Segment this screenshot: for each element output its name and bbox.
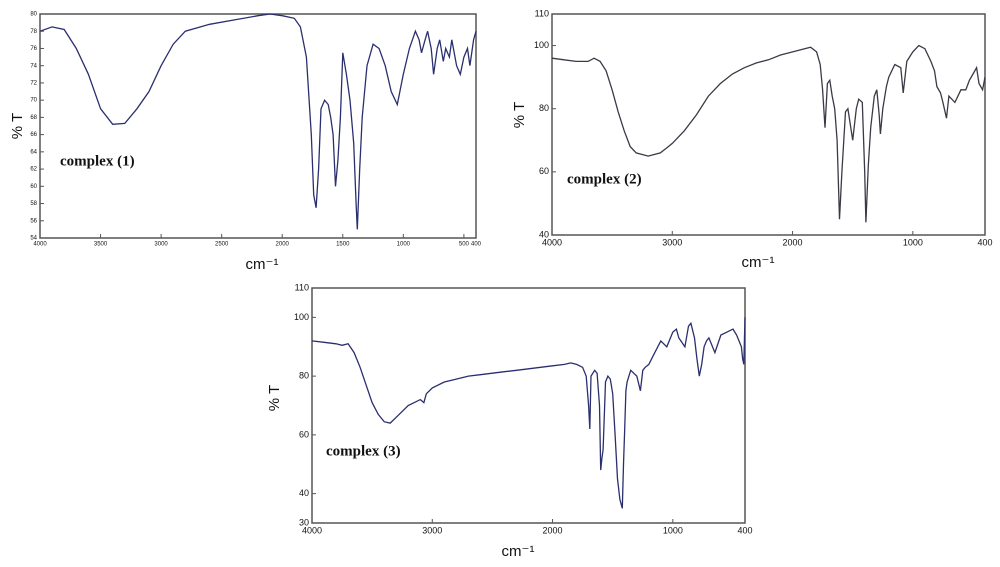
annotation: complex (3)	[326, 443, 401, 459]
x-tick-label: 400	[977, 237, 992, 247]
y-tick-label: 62	[30, 167, 37, 173]
x-tick-label: 400	[737, 525, 752, 535]
x-tick-label: 1000	[663, 525, 683, 535]
x-axis-label: cm⁻¹	[742, 254, 775, 271]
y-tick-label: 80	[299, 371, 309, 381]
plot-frame	[311, 287, 746, 524]
spectrum-line	[39, 13, 477, 230]
x-axis-label: cm⁻¹	[246, 256, 279, 273]
y-tick-label: 58	[30, 201, 37, 207]
annotation: complex (2)	[567, 171, 642, 187]
x-tick-label: 2000	[276, 242, 290, 248]
x-tick-label: 4000	[302, 525, 322, 535]
plot-frame	[551, 13, 986, 236]
x-tick-label: 3000	[154, 242, 168, 248]
x-tick-label: 4000	[542, 237, 562, 247]
y-tick-label: 64	[30, 149, 37, 155]
y-axis-label: % T	[266, 385, 283, 411]
spectrum-line	[551, 44, 986, 223]
x-tick-label: 3000	[422, 525, 442, 535]
y-tick-label: 56	[30, 218, 37, 224]
y-tick-label: 70	[30, 98, 37, 104]
y-tick-label: 30	[299, 517, 309, 527]
y-tick-label: 100	[534, 40, 549, 50]
x-tick-label: 2500	[215, 242, 229, 248]
annotation: complex (1)	[60, 153, 135, 169]
y-tick-label: 40	[539, 229, 549, 239]
x-tick-label: 400	[471, 242, 482, 248]
x-tick-label: 1000	[903, 237, 923, 247]
y-tick-label: 66	[30, 132, 37, 138]
y-tick-label: 80	[30, 12, 37, 18]
y-tick-label: 80	[539, 103, 549, 113]
x-tick-label: 3000	[662, 237, 682, 247]
y-axis-label: % T	[511, 102, 528, 128]
plot-frame	[39, 13, 477, 239]
y-tick-label: 60	[30, 184, 37, 190]
y-axis-label: % T	[9, 113, 26, 139]
x-axis-label: cm⁻¹	[502, 543, 535, 560]
y-tick-label: 54	[30, 236, 37, 242]
y-tick-label: 60	[539, 166, 549, 176]
x-tick-label: 1500	[336, 242, 350, 248]
x-tick-label: 1000	[397, 242, 411, 248]
y-tick-label: 110	[295, 282, 309, 292]
y-tick-label: 60	[299, 429, 309, 439]
x-tick-label: 500	[459, 242, 470, 248]
y-tick-label: 72	[30, 81, 37, 87]
x-tick-label: 2000	[543, 525, 563, 535]
y-tick-label: 68	[30, 115, 37, 121]
y-tick-label: 40	[299, 488, 309, 498]
spectrum-line	[311, 317, 746, 509]
x-tick-label: 3500	[94, 242, 108, 248]
x-tick-label: 4000	[33, 242, 47, 248]
y-tick-label: 110	[535, 8, 549, 18]
y-tick-label: 76	[30, 46, 37, 52]
y-tick-label: 74	[30, 63, 37, 69]
x-tick-label: 2000	[783, 237, 803, 247]
y-tick-label: 78	[30, 29, 37, 35]
y-tick-label: 100	[294, 312, 309, 322]
